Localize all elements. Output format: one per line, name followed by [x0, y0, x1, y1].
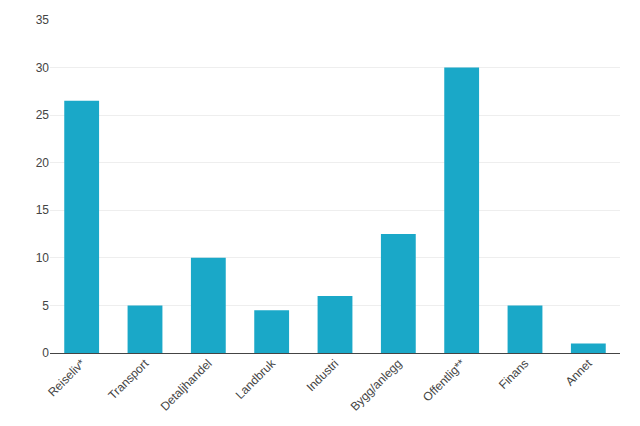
svg-text:Landbruk: Landbruk	[233, 356, 279, 402]
svg-text:25: 25	[36, 108, 50, 122]
svg-text:15: 15	[36, 203, 50, 217]
svg-text:Industri: Industri	[304, 356, 342, 394]
svg-text:Offentlig**: Offentlig**	[420, 356, 468, 404]
svg-text:10: 10	[36, 251, 50, 265]
svg-text:Annet: Annet	[563, 356, 596, 389]
svg-text:Detaljhandel: Detaljhandel	[158, 356, 215, 413]
svg-text:Reiseliv*: Reiseliv*	[45, 356, 88, 399]
svg-text:Transport: Transport	[105, 356, 151, 402]
svg-text:35: 35	[36, 13, 50, 27]
svg-text:0: 0	[42, 346, 49, 360]
svg-text:Finans: Finans	[496, 356, 531, 391]
svg-text:20: 20	[36, 156, 50, 170]
svg-text:30: 30	[36, 61, 50, 75]
svg-text:Bygg/anlegg: Bygg/anlegg	[348, 356, 405, 413]
svg-text:5: 5	[42, 299, 49, 313]
